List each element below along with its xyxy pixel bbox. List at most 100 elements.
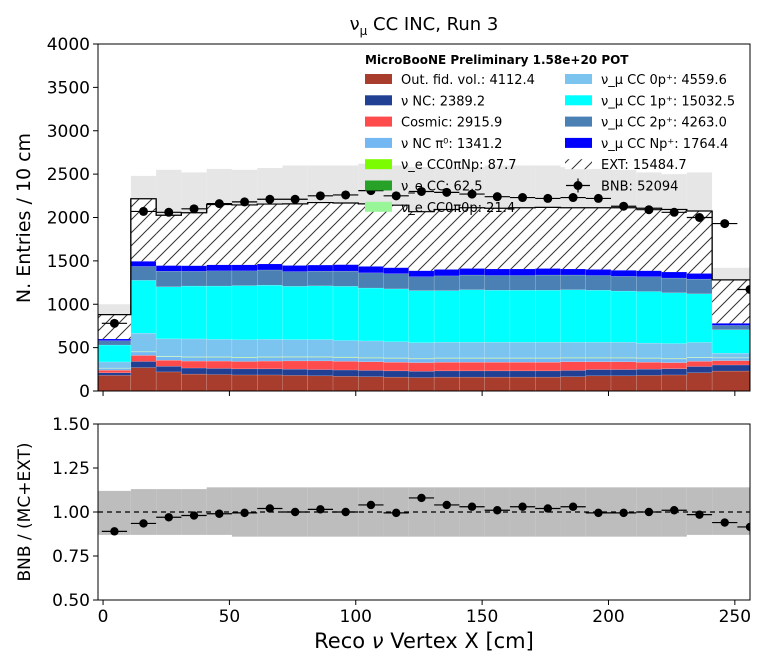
legend-swatch	[565, 95, 592, 106]
ratio-point	[341, 507, 350, 517]
bar--nc-	[98, 368, 132, 371]
ratio-band-segment	[434, 487, 460, 537]
bar--cc-1p-	[408, 290, 435, 343]
ratio-point	[392, 508, 401, 518]
bar--cc-1p-	[383, 288, 410, 343]
legend-swatch	[365, 159, 392, 170]
legend-label: ν_e CC: 62.5	[401, 180, 483, 195]
bar--cc-2p-	[484, 275, 511, 291]
data-point	[189, 204, 199, 214]
bar--nc	[358, 370, 384, 377]
ratio-y-tick-label: 1.50	[52, 415, 90, 435]
bar--cc-2p-	[181, 271, 207, 287]
bar--cc-0p-	[307, 339, 334, 357]
y-tick-label: 3000	[47, 122, 90, 142]
bar-cosmic	[130, 355, 157, 362]
y-tick-label: 3500	[47, 78, 90, 98]
bar--cc-np-	[257, 263, 283, 271]
ratio-point	[568, 502, 578, 511]
ratio-point	[316, 505, 325, 514]
bar--nc-	[686, 357, 713, 362]
ratio-band-segment	[712, 487, 750, 535]
bar--nc	[231, 368, 258, 376]
ratio-y-tick-label: 1.00	[52, 503, 90, 523]
bar-ext	[636, 208, 662, 271]
bar--cc-2p-	[130, 266, 157, 281]
data-point	[619, 201, 629, 211]
bar--nc-	[433, 358, 460, 363]
ratio-x-tick-label: 50	[219, 607, 241, 627]
bar--nc-	[585, 357, 612, 362]
bar--cc-0p-	[661, 343, 688, 359]
bar-cosmic	[206, 360, 233, 369]
bar-ext	[358, 203, 384, 267]
bar--cc-1p-	[433, 290, 460, 343]
bar-ext	[307, 202, 334, 266]
bar--nc	[181, 367, 207, 375]
bar--cc-np-	[636, 270, 662, 277]
bar--cc-1p-	[257, 284, 283, 340]
bar-ext	[156, 215, 182, 266]
bar--cc-1p-	[231, 285, 258, 341]
bar--cc-0p-	[560, 342, 586, 358]
ratio-point	[644, 507, 654, 517]
ratio-point	[290, 507, 300, 517]
bar--nc	[433, 370, 460, 378]
data-point	[644, 205, 654, 215]
bar-cosmic	[459, 361, 485, 372]
bar-cosmic	[332, 361, 359, 371]
bar--cc-np-	[358, 266, 384, 274]
bar--nc	[130, 361, 157, 368]
bar--cc-np-	[307, 264, 334, 272]
bar--cc-0p-	[509, 342, 536, 359]
bar--cc-0p-	[408, 342, 435, 359]
bar--nc	[307, 369, 334, 377]
ratio-point	[265, 504, 275, 513]
bar-cosmic	[534, 361, 561, 372]
bar--cc-1p-	[509, 289, 536, 343]
bar--cc-2p-	[534, 274, 561, 291]
y-tick-label: 500	[58, 339, 90, 359]
bar-ext	[282, 203, 308, 266]
legend-label: Out. fid. vol.: 4112.4	[401, 73, 535, 88]
bar--cc-np-	[509, 268, 536, 276]
bar-out-fid-vol-	[181, 373, 207, 391]
bar--cc-1p-	[206, 285, 233, 340]
ratio-y-ticks: 0.50 0.75 1.00 1.25 1.50	[52, 415, 98, 611]
ratio-point	[619, 508, 628, 518]
legend-label: ν_μ CC 0p⁺: 4559.6	[601, 73, 727, 88]
bar-out-fid-vol-	[358, 376, 384, 391]
bar--cc-0p-	[358, 340, 384, 358]
bar--cc-np-	[433, 269, 460, 277]
ratio-point	[594, 508, 603, 518]
bar--cc-0p-	[282, 339, 308, 357]
bar-out-fid-vol-	[534, 376, 561, 391]
bar--cc-1p-	[130, 280, 157, 334]
bar--cc-1p-	[282, 286, 308, 340]
bar-ext	[181, 212, 207, 266]
bar--cc-1p-	[661, 292, 688, 344]
bar--nc	[155, 366, 182, 373]
ratio-point	[164, 513, 173, 522]
data-point	[214, 199, 224, 209]
bar--nc	[509, 370, 536, 378]
bar-out-fid-vol-	[459, 376, 485, 391]
bar-cosmic	[585, 361, 612, 370]
bar-ext	[257, 204, 283, 264]
bar--nc	[711, 364, 750, 372]
legend-label: Cosmic: 2915.9	[401, 116, 502, 131]
data-point	[290, 194, 300, 204]
legend-label: ν_e CC0πNp: 87.7	[401, 158, 517, 173]
bar--cc-2p-	[560, 274, 586, 290]
bar--cc-0p-	[636, 342, 662, 359]
bar-out-fid-vol-	[560, 376, 586, 391]
bar-cosmic	[231, 361, 258, 370]
y-tick-label: 2500	[47, 165, 90, 185]
ratio-band-segment	[156, 489, 182, 535]
bar-ext	[585, 207, 612, 270]
legend-swatch	[565, 116, 592, 127]
bar-out-fid-vol-	[636, 375, 662, 391]
bar--cc-1p-	[484, 289, 511, 343]
bar--nc	[282, 368, 308, 376]
